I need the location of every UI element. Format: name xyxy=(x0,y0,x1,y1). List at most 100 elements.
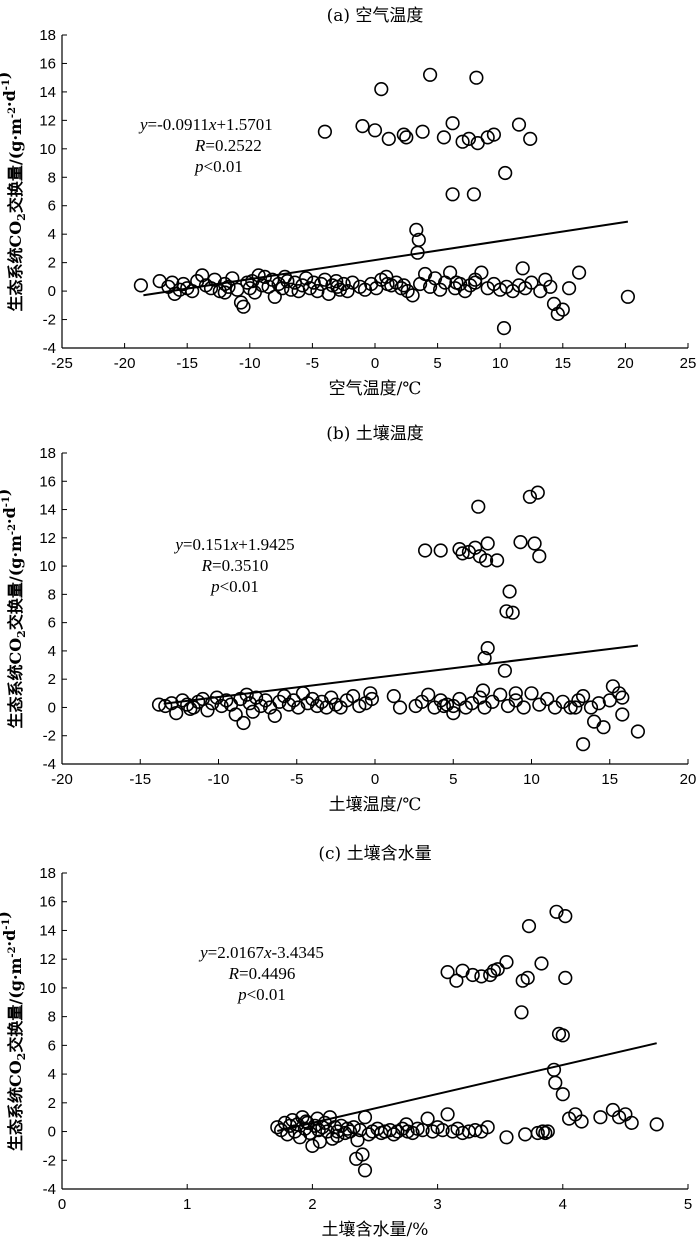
regression-annotation: R=0.3510 xyxy=(201,556,269,575)
data-point xyxy=(571,265,587,280)
data-point xyxy=(611,1110,627,1125)
data-point xyxy=(535,1124,550,1139)
data-point xyxy=(571,693,586,708)
data-point xyxy=(396,278,411,293)
data-point xyxy=(490,553,505,568)
y-axis-label: 生态系统CO2交换量/(g·m-2·d-1) xyxy=(0,488,28,728)
y-axis-label: 生态系统CO2交换量/(g·m-2·d-1) xyxy=(0,911,28,1151)
data-point xyxy=(449,973,464,988)
data-point xyxy=(502,584,517,599)
x-tick-label: 20 xyxy=(680,771,697,788)
data-point xyxy=(345,275,360,290)
x-tick-label: 4 xyxy=(559,1196,567,1213)
y-tick-label: 14 xyxy=(39,84,56,101)
data-point xyxy=(330,1128,345,1143)
data-point xyxy=(300,696,315,711)
chart-title: (c) 土壤含水量 xyxy=(318,843,431,864)
data-point xyxy=(549,904,564,919)
data-point xyxy=(558,970,573,986)
data-point xyxy=(435,1122,450,1138)
data-point xyxy=(392,700,408,715)
y-tick-label: -4 xyxy=(43,756,56,773)
data-point xyxy=(620,289,636,304)
data-point xyxy=(523,131,538,146)
y-tick-label: 18 xyxy=(39,445,56,462)
x-tick-label: 0 xyxy=(371,355,379,372)
regression-line xyxy=(143,220,629,297)
y-tick-label: -2 xyxy=(43,1152,56,1169)
data-point xyxy=(425,1124,440,1139)
data-point xyxy=(452,541,467,557)
data-point xyxy=(267,708,282,724)
data-point xyxy=(499,604,514,619)
data-point xyxy=(474,969,489,984)
y-tick-label: 6 xyxy=(48,198,56,215)
data-point xyxy=(330,279,345,294)
data-point xyxy=(516,700,531,715)
y-tick-label: 4 xyxy=(48,1066,56,1083)
data-point xyxy=(415,124,430,139)
x-tick-label: 1 xyxy=(183,1196,191,1213)
data-point xyxy=(558,908,573,924)
data-point xyxy=(480,640,495,656)
data-point xyxy=(167,286,182,302)
data-point xyxy=(593,1110,608,1125)
data-point xyxy=(615,707,630,722)
data-point xyxy=(225,271,240,286)
x-tick-label: -10 xyxy=(239,355,261,372)
data-point xyxy=(346,1120,361,1135)
y-tick-label: 14 xyxy=(39,922,56,939)
y-tick-label: 14 xyxy=(39,502,56,519)
data-point xyxy=(448,281,463,296)
y-tick-label: 18 xyxy=(39,865,56,882)
x-tick-label: -5 xyxy=(290,771,303,788)
data-point xyxy=(568,700,583,715)
data-point xyxy=(423,279,438,294)
data-point xyxy=(409,222,424,237)
data-point xyxy=(286,693,301,708)
data-point xyxy=(169,705,184,721)
data-point xyxy=(423,67,438,82)
data-point xyxy=(555,302,570,317)
data-point xyxy=(555,1028,570,1043)
data-point xyxy=(277,269,293,285)
data-point xyxy=(499,1130,514,1145)
y-tick-label: 6 xyxy=(48,615,56,632)
data-point xyxy=(446,705,461,721)
data-point xyxy=(420,1111,435,1126)
data-point xyxy=(490,962,505,977)
y-tick-label: 4 xyxy=(48,226,56,243)
data-point xyxy=(499,954,514,970)
data-point xyxy=(586,714,602,729)
y-tick-label: 16 xyxy=(39,473,56,490)
data-point xyxy=(152,274,167,289)
regression-annotation: R=0.4496 xyxy=(228,964,296,983)
data-point xyxy=(583,700,599,715)
data-point xyxy=(258,693,273,708)
y-tick-label: 8 xyxy=(48,169,56,186)
data-point xyxy=(281,697,297,712)
regression-annotation: p<0.01 xyxy=(237,985,286,1004)
data-point xyxy=(158,698,173,714)
x-tick-label: 5 xyxy=(433,355,441,372)
x-tick-label: 15 xyxy=(554,355,571,372)
data-point xyxy=(548,1075,563,1090)
data-point xyxy=(374,81,389,97)
data-point xyxy=(415,1122,430,1138)
data-point xyxy=(247,285,262,300)
x-tick-label: 10 xyxy=(523,771,540,788)
data-point xyxy=(513,534,528,550)
data-point xyxy=(363,686,378,701)
data-point xyxy=(364,691,380,707)
data-point xyxy=(329,274,344,289)
data-point xyxy=(449,275,464,290)
y-tick-label: 12 xyxy=(39,112,56,129)
data-point xyxy=(251,268,266,283)
data-point xyxy=(307,1118,323,1133)
data-point xyxy=(486,127,502,142)
y-tick-label: 18 xyxy=(39,27,56,44)
data-point xyxy=(396,127,411,142)
data-point xyxy=(305,1138,320,1153)
